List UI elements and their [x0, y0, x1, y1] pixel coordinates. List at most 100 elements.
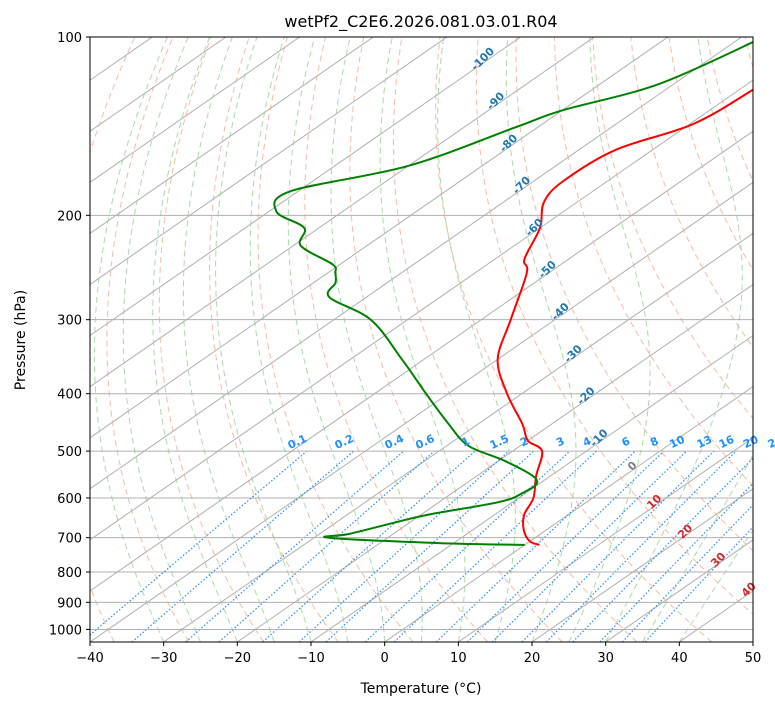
- mixing-ratio-line: [262, 450, 476, 642]
- moist-adiabat-line: [605, 37, 743, 642]
- mixing-ratio-line: [298, 450, 510, 642]
- y-tick-label: 600: [57, 492, 82, 507]
- x-tick-label: 40: [671, 651, 688, 666]
- mixing-ratio-label: 0.1: [286, 432, 309, 452]
- moist-adiabat-line: [437, 37, 516, 642]
- isotherm-line: [0, 37, 5, 642]
- x-tick-label: 10: [450, 651, 467, 666]
- isotherm-label: -70: [510, 174, 533, 197]
- x-axis-title: Temperature (°C): [360, 681, 482, 697]
- isotherm-line: [752, 641, 753, 642]
- mixing-ratio-line: [90, 450, 308, 636]
- isotherm-label-warm: 20: [675, 521, 695, 541]
- mixing-ratio-line: [185, 450, 405, 642]
- moist-adiabat-line: [379, 37, 466, 642]
- mixing-ratio-line: [644, 526, 753, 642]
- isotherm-line: [90, 37, 521, 337]
- chart-title: wetPf2_C2E6.2026.081.03.01.R04: [284, 12, 557, 32]
- moist-adiabat-line: [505, 37, 577, 642]
- mixing-ratio-line: [545, 450, 737, 642]
- isotherm-line: [90, 130, 753, 592]
- y-tick-label: 400: [57, 388, 82, 403]
- isotherm-label-warm: 30: [708, 549, 728, 569]
- isotherm-grid: [0, 37, 753, 642]
- y-tick-label: 500: [57, 445, 82, 460]
- y-tick-label: 100: [57, 31, 82, 46]
- isotherm-line: [531, 488, 753, 642]
- dry-adiabat-line: [553, 37, 753, 487]
- x-tick-label: 30: [597, 651, 614, 666]
- mixing-ratio-line: [435, 450, 636, 642]
- isotherm-label: -30: [562, 342, 585, 365]
- mixing-ratio-line: [572, 457, 753, 642]
- mixing-ratio-line: [218, 450, 435, 642]
- isotherm-label: -20: [574, 384, 597, 407]
- sounding-series: [273, 40, 753, 546]
- moist-adiabat-line: [182, 37, 275, 642]
- mixing-ratio-label: 0.4: [383, 432, 406, 452]
- temperature-line: [496, 88, 753, 546]
- dry-adiabat-line: [304, 37, 488, 642]
- isotherm-line: [90, 79, 753, 541]
- mixing-ratio-line: [325, 450, 535, 642]
- mixing-ratio-label: 0.6: [413, 432, 436, 452]
- mixing-ratio-label: 8: [648, 434, 660, 449]
- x-tick-label: −10: [297, 651, 324, 666]
- isotherm-line: [310, 334, 753, 642]
- x-tick-label: −30: [150, 651, 177, 666]
- dry-adiabats: [90, 37, 753, 642]
- isotherm-line: [90, 37, 742, 490]
- x-tick-label: 20: [524, 651, 541, 666]
- dry-adiabat-line: [392, 37, 638, 642]
- x-tick-label: −40: [76, 651, 103, 666]
- moist-adiabat-line: [287, 37, 386, 642]
- mixing-ratio-label: 13: [695, 433, 714, 451]
- y-tick-label: 200: [57, 209, 82, 224]
- moist-adiabat-line: [249, 37, 349, 642]
- y-tick-label: 700: [57, 532, 82, 547]
- dry-adiabat-line: [158, 37, 264, 642]
- isotherm-line: [90, 37, 448, 286]
- dry-adiabat-line: [435, 37, 713, 642]
- mixing-ratio-lines: [90, 450, 753, 642]
- dry-adiabat-line: [515, 37, 753, 552]
- moist-adiabats: [93, 37, 753, 642]
- mixing-ratio-line: [393, 450, 597, 642]
- dry-adiabat-line: [90, 37, 136, 642]
- mixing-ratio-line: [599, 482, 753, 642]
- y-tick-label: 300: [57, 314, 82, 329]
- y-tick-label: 1000: [49, 623, 82, 638]
- y-axis-title: Pressure (hPa): [13, 290, 29, 390]
- mixing-ratio-line: [467, 450, 665, 642]
- mixing-ratio-label: 25: [766, 433, 775, 451]
- mixing-ratio-label: 10: [667, 433, 687, 451]
- mixing-ratio-label: 3: [554, 434, 566, 449]
- y-axis: 100 200 300 400 500 600 700 800 900 1000: [49, 31, 90, 638]
- isotherm-line: [90, 37, 300, 183]
- mixing-ratio-label: 6: [620, 434, 633, 449]
- isotherm-label: -60: [523, 216, 546, 239]
- moist-adiabat-line: [93, 37, 168, 642]
- mixing-ratio-line: [621, 504, 753, 642]
- moist-adiabat-line: [122, 37, 201, 642]
- moist-adiabat-line: [152, 37, 238, 642]
- isotherm-line: [90, 37, 595, 388]
- dry-adiabat-line: [209, 37, 339, 642]
- dry-adiabat-line: [475, 37, 753, 615]
- moist-adiabat-line: [678, 529, 753, 642]
- isotherm-line: [458, 437, 753, 642]
- isotherm-line: [90, 37, 669, 439]
- x-tick-label: −20: [224, 651, 251, 666]
- x-tick-label: 50: [745, 651, 762, 666]
- isotherm-label: -100: [468, 44, 497, 73]
- mixing-ratio-line: [491, 450, 688, 642]
- pressure-grid: [90, 36, 753, 630]
- mixing-ratio-label: 0.2: [333, 432, 356, 452]
- isotherm-line: [90, 181, 753, 642]
- isotherm-line: [163, 232, 753, 642]
- dewpoint-line: [273, 40, 753, 546]
- plot-frame: [89, 36, 754, 643]
- mixing-ratio-line: [131, 450, 355, 642]
- isotherm-label: -80: [497, 131, 520, 154]
